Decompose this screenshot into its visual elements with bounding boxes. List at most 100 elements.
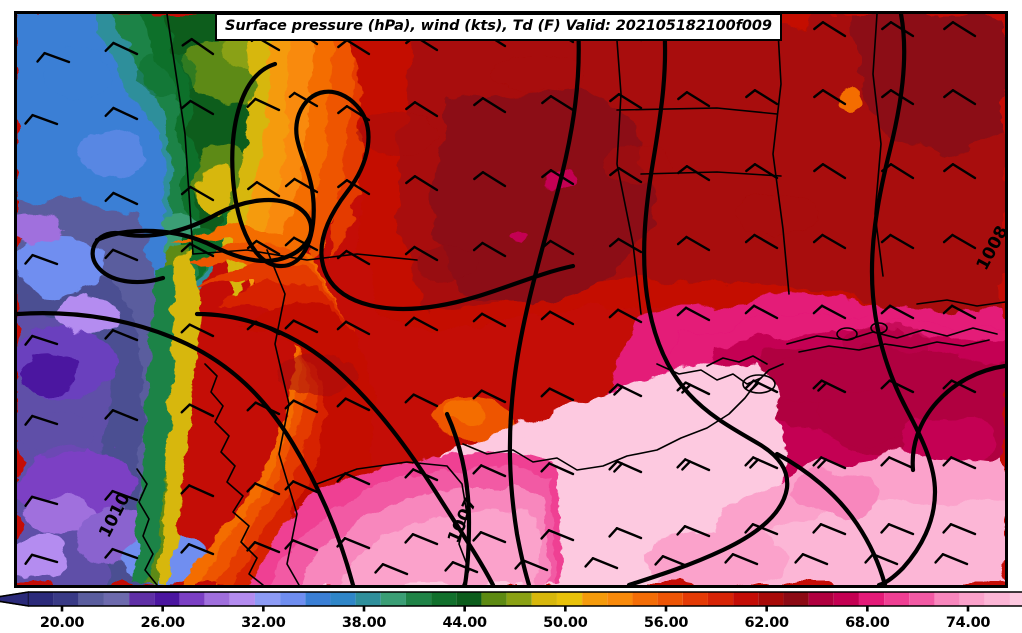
wind-barb-shaft: [480, 312, 507, 328]
wind-barb-shaft: [950, 379, 977, 394]
wind-barb-full: [336, 397, 347, 408]
wind-barb-full: [404, 316, 416, 327]
wind-barb-full: [880, 456, 891, 467]
wind-barb-shaft: [820, 304, 847, 320]
wind-barb-shaft: [413, 245, 439, 262]
wind-barb-full: [337, 105, 349, 115]
wind-barb-full: [540, 529, 551, 540]
wind-barb-full: [817, 458, 828, 469]
wind-barb-shaft: [31, 414, 59, 426]
wind-barb-full: [609, 93, 621, 103]
wind-barb-shaft: [684, 306, 711, 322]
wind-barb-shaft: [254, 97, 281, 112]
colorbar-band: [481, 592, 507, 606]
wind-barb-shaft: [950, 456, 977, 470]
wind-barb-full: [676, 525, 687, 536]
wind-barb-shaft: [345, 105, 371, 122]
wind-barb-shaft: [480, 389, 507, 404]
wind-barb-shaft: [188, 484, 215, 498]
colorbar-tick-label: 20.00: [40, 615, 85, 631]
wind-barb-full: [677, 91, 689, 101]
colorbar-bands: [0, 591, 1022, 607]
wind-barb-shaft: [549, 239, 575, 256]
wind-barb-shaft: [111, 248, 139, 262]
wind-barb-shaft: [345, 39, 371, 56]
wind-barb-full: [676, 306, 688, 317]
wind-barb-shaft: [31, 334, 59, 346]
colorbar-band: [431, 592, 457, 606]
wind-barb-shaft: [481, 97, 507, 114]
wind-barb-full: [472, 389, 483, 400]
wind-barb-full: [337, 39, 349, 49]
colorbar-band: [179, 592, 205, 606]
wind-barb-shaft: [112, 41, 139, 56]
colorbar-tick-label: 26.00: [140, 615, 185, 631]
wind-barb-full: [473, 171, 485, 181]
wind-barb-full: [180, 403, 191, 414]
colorbar-band: [204, 592, 230, 606]
colorbar-band: [607, 592, 633, 606]
wind-barb-full: [104, 329, 115, 340]
colorbar-outline: [0, 591, 1022, 607]
wind-barb-full: [864, 553, 875, 564]
wind-barb-full: [337, 179, 349, 189]
wind-barb-shaft: [889, 21, 915, 38]
colorbar-band: [154, 592, 180, 606]
colorbar[interactable]: 20.00 26.00 32.00 38.00 44.00 50.00 56.00 62.00…: [0, 589, 1022, 633]
colorbar-band: [808, 592, 834, 606]
wind-barb-full: [942, 456, 953, 467]
wind-barb-full: [608, 237, 620, 248]
wind-barb-full: [24, 113, 34, 125]
wind-barb-half: [288, 91, 296, 99]
wind-barb-shaft: [521, 559, 549, 572]
wind-barb-full: [404, 245, 416, 256]
wind-barb-shaft: [821, 233, 847, 250]
wind-barb-shaft: [189, 99, 215, 116]
wind-barb-full: [24, 334, 34, 346]
wind-barb-full: [749, 381, 760, 392]
wind-barb-full: [472, 312, 484, 323]
wind-barb-full: [942, 304, 954, 315]
wind-barb-shaft: [889, 163, 915, 180]
colorbar-band: [53, 592, 79, 606]
wind-barb-full: [284, 319, 295, 330]
wind-barb-full: [24, 414, 34, 426]
colorbar-band: [506, 592, 532, 606]
wind-barb-full: [472, 241, 484, 252]
wind-barb-full: [744, 379, 755, 390]
map-panel[interactable]: 1007 1010 1008: [14, 11, 1008, 588]
wind-barb-shaft: [753, 233, 779, 250]
wind-barb-shaft: [950, 304, 977, 320]
wind-barb-shaft: [951, 163, 977, 180]
wind-barb-full: [744, 304, 756, 315]
wind-barb-shaft: [111, 489, 139, 502]
wind-barb-shaft: [753, 89, 779, 106]
wind-barb-shaft: [951, 89, 977, 106]
colorbar-band: [355, 592, 381, 606]
colorbar-band: [305, 592, 331, 606]
wind-barb-full: [880, 523, 891, 534]
wind-barb-full: [934, 553, 945, 564]
wind-barb-shaft: [413, 175, 439, 192]
wind-barb-full: [681, 460, 692, 471]
wind-barb-full: [180, 185, 192, 196]
wind-barb-shaft: [190, 37, 215, 56]
wind-barb-full: [336, 249, 348, 260]
wind-barb-full: [24, 253, 34, 265]
wind-barb-shaft: [801, 553, 829, 566]
wind-barb-shaft: [111, 547, 139, 560]
wind-barb-full: [812, 233, 824, 244]
colorbar-band: [254, 592, 281, 606]
wind-barb-full: [246, 482, 257, 493]
wind-barb-shaft: [255, 239, 281, 256]
colorbar-tick-labels: 20.00 26.00 32.00 38.00 44.00 50.00 56.00 62.00…: [40, 615, 991, 631]
wind-barb-full: [609, 167, 621, 177]
colorbar-band: [129, 592, 155, 606]
wind-barb-full: [677, 165, 689, 175]
wind-barb-full: [881, 163, 893, 173]
wind-barb-full: [104, 489, 114, 501]
colorbar-band: [909, 592, 935, 606]
colorbar-band: [582, 592, 608, 606]
wind-barb-full: [284, 177, 296, 188]
wind-barb-shaft: [685, 91, 711, 108]
